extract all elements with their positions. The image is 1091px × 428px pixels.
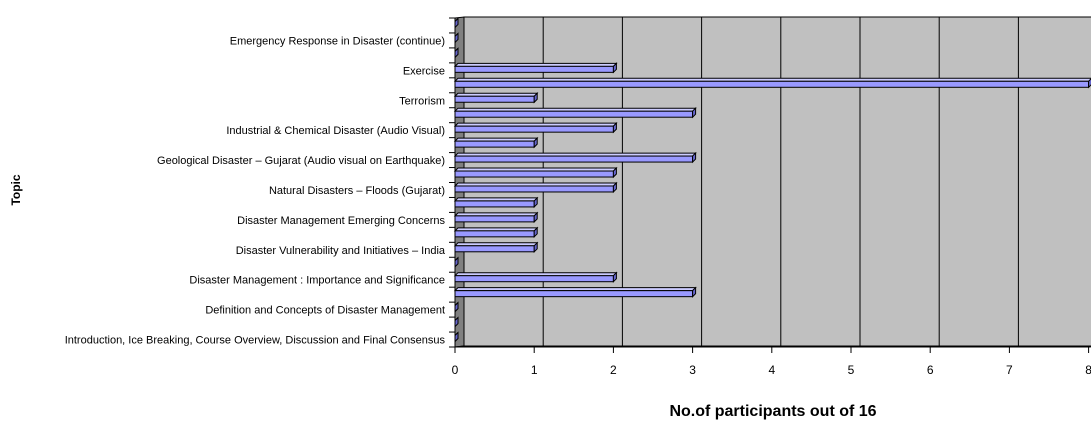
bar-front (454, 275, 614, 283)
x-tick-label: 1 (531, 363, 538, 377)
bar-front (454, 245, 535, 253)
y-axis-title: Topic (9, 174, 23, 205)
y-tick-label: Disaster Management Emerging Concerns (237, 215, 445, 227)
bar-front (454, 215, 535, 223)
bar-front (454, 110, 694, 118)
bar (453, 151, 697, 164)
y-tick-label: Exercise (403, 65, 445, 77)
bar (453, 286, 697, 298)
bar-end (612, 271, 617, 283)
bar (453, 226, 539, 239)
bar-end (533, 196, 538, 209)
y-tick-label: Disaster Management : Importance and Sig… (189, 275, 445, 287)
x-tick-label: 5 (848, 363, 855, 377)
bar-front (454, 170, 614, 178)
bar-front (454, 230, 535, 238)
bar-front (454, 185, 614, 193)
y-tick-label: Disaster Vulnerability and Initiatives –… (236, 245, 446, 257)
bar-end (533, 211, 538, 224)
bar-end (612, 62, 617, 74)
bar-end (533, 92, 538, 104)
x-tick-label: 7 (1006, 363, 1013, 377)
bar-front (454, 155, 694, 163)
gridline-floor (1088, 346, 1091, 348)
bar-front (454, 95, 535, 103)
bar (453, 271, 618, 283)
bar (453, 62, 618, 74)
bar-front (454, 125, 614, 133)
bar (453, 106, 697, 119)
bar-front (454, 80, 1090, 88)
y-tick-label: Industrial & Chemical Disaster (Audio Vi… (226, 125, 445, 137)
bar (453, 166, 618, 179)
bar (453, 211, 539, 224)
y-tick-label: Geological Disaster – Gujarat (Audio vis… (157, 155, 445, 167)
bar (453, 77, 1091, 89)
bar-end (533, 226, 538, 239)
y-tick-label: Emergency Response in Disaster (continue… (230, 35, 445, 47)
x-axis: 0 1 2 3 4 5 6 7 8 (452, 346, 1091, 377)
bar (453, 241, 539, 254)
bar-end (612, 166, 617, 179)
bar-end (533, 241, 538, 254)
y-axis: Introduction, Ice Breaking, Course Overv… (65, 17, 456, 348)
bar (453, 92, 539, 104)
y-tick-label: Definition and Concepts of Disaster Mana… (205, 305, 445, 317)
x-tick-label: 3 (689, 363, 696, 377)
bar-end (533, 136, 538, 149)
y-tick-label: Terrorism (399, 95, 445, 107)
bar (453, 136, 539, 149)
y-tick-label: Natural Disasters – Floods (Gujarat) (269, 185, 445, 197)
bar-end (692, 286, 697, 298)
x-tick-label: 0 (452, 363, 459, 377)
bar-end (612, 181, 617, 194)
bar-front (454, 140, 535, 148)
x-tick-label: 6 (927, 363, 934, 377)
bar (453, 121, 618, 134)
bar (453, 196, 539, 209)
x-tick-label: 4 (768, 363, 775, 377)
y-tick-label: Introduction, Ice Breaking, Course Overv… (65, 335, 446, 347)
bar-end (692, 151, 697, 164)
bar-front (454, 65, 614, 73)
x-tick-label: 8 (1085, 363, 1091, 377)
bar-end (612, 121, 617, 134)
bar-front (454, 290, 694, 298)
bar-front (454, 200, 535, 208)
bar (453, 181, 618, 194)
x-axis-title: No.of participants out of 16 (669, 403, 876, 420)
x-tick-label: 2 (610, 363, 617, 377)
bar-end (692, 106, 697, 119)
